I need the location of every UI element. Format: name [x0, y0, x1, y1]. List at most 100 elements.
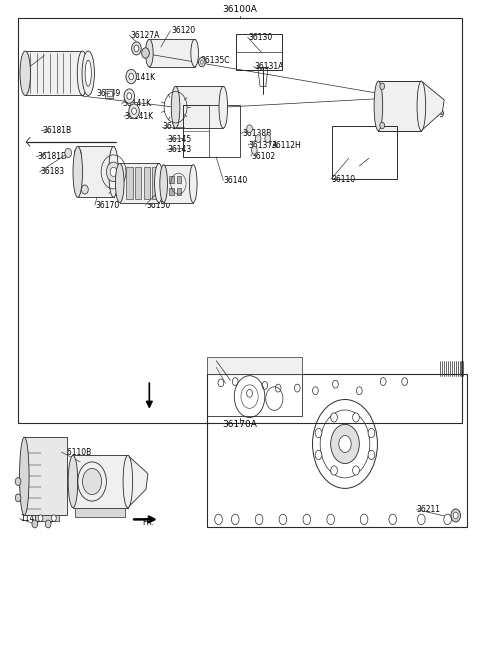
- Text: 36131A: 36131A: [254, 62, 284, 72]
- Text: 36137A: 36137A: [249, 140, 278, 150]
- Ellipse shape: [279, 514, 287, 525]
- Ellipse shape: [123, 455, 132, 508]
- Ellipse shape: [357, 387, 362, 395]
- Bar: [206, 374, 302, 416]
- Bar: [183, 104, 240, 157]
- Ellipse shape: [418, 514, 425, 525]
- Ellipse shape: [82, 185, 88, 194]
- Ellipse shape: [215, 514, 222, 525]
- Ellipse shape: [255, 134, 261, 142]
- Ellipse shape: [327, 514, 335, 525]
- Ellipse shape: [145, 39, 153, 67]
- Ellipse shape: [312, 387, 318, 395]
- Ellipse shape: [331, 413, 337, 422]
- Text: 36170: 36170: [96, 201, 120, 210]
- Ellipse shape: [15, 494, 21, 502]
- Text: 36138B: 36138B: [242, 129, 272, 138]
- Ellipse shape: [65, 148, 72, 157]
- Ellipse shape: [129, 104, 139, 118]
- Ellipse shape: [368, 428, 375, 438]
- Ellipse shape: [294, 384, 300, 392]
- Ellipse shape: [73, 146, 83, 197]
- Bar: [107, 91, 112, 96]
- Ellipse shape: [353, 413, 360, 422]
- Text: 36137B: 36137B: [163, 122, 192, 131]
- Ellipse shape: [339, 436, 351, 453]
- Ellipse shape: [380, 378, 386, 386]
- Ellipse shape: [262, 382, 268, 390]
- Polygon shape: [128, 455, 148, 508]
- Ellipse shape: [132, 108, 136, 114]
- Ellipse shape: [134, 45, 139, 52]
- Ellipse shape: [218, 379, 224, 387]
- Text: 36110: 36110: [332, 174, 356, 184]
- Text: 36146A: 36146A: [46, 51, 75, 60]
- Text: 36130: 36130: [249, 33, 273, 42]
- Ellipse shape: [77, 51, 88, 96]
- Text: 36143: 36143: [168, 145, 192, 154]
- Ellipse shape: [247, 125, 252, 133]
- Text: 36127A: 36127A: [130, 31, 160, 40]
- Bar: [144, 167, 150, 199]
- Text: 36170A: 36170A: [223, 420, 257, 429]
- Ellipse shape: [171, 87, 180, 128]
- Text: 36140: 36140: [224, 176, 248, 185]
- Ellipse shape: [333, 380, 338, 388]
- Ellipse shape: [38, 515, 43, 522]
- Bar: [149, 39, 195, 67]
- Ellipse shape: [453, 512, 458, 519]
- Text: 36141K: 36141K: [126, 73, 156, 82]
- Bar: [378, 81, 421, 131]
- Bar: [169, 188, 174, 195]
- Bar: [25, 51, 83, 96]
- Ellipse shape: [127, 93, 132, 99]
- Ellipse shape: [315, 451, 322, 459]
- Text: 36211: 36211: [417, 505, 441, 514]
- Ellipse shape: [315, 428, 322, 438]
- Ellipse shape: [32, 520, 37, 528]
- Ellipse shape: [190, 165, 197, 203]
- Bar: [169, 176, 174, 183]
- Text: 36120: 36120: [171, 26, 195, 35]
- Ellipse shape: [116, 163, 124, 203]
- Ellipse shape: [231, 514, 239, 525]
- Bar: [206, 358, 302, 374]
- Bar: [75, 508, 125, 518]
- Polygon shape: [421, 81, 444, 131]
- Ellipse shape: [331, 466, 337, 475]
- Text: 1140FZ: 1140FZ: [21, 514, 49, 523]
- Bar: [73, 455, 128, 508]
- Bar: [177, 176, 181, 183]
- Ellipse shape: [110, 167, 117, 176]
- Text: 36199: 36199: [420, 110, 444, 119]
- Ellipse shape: [303, 514, 311, 525]
- Ellipse shape: [126, 70, 136, 84]
- Ellipse shape: [124, 89, 134, 103]
- Ellipse shape: [82, 51, 95, 96]
- Ellipse shape: [331, 424, 360, 464]
- Ellipse shape: [142, 48, 149, 58]
- Bar: [18, 18, 462, 422]
- Ellipse shape: [191, 39, 199, 67]
- Ellipse shape: [451, 509, 460, 522]
- Ellipse shape: [417, 81, 426, 131]
- Text: 36100A: 36100A: [223, 5, 257, 14]
- Text: 36150: 36150: [146, 201, 171, 210]
- Text: 36183: 36183: [40, 167, 65, 176]
- Ellipse shape: [265, 134, 271, 142]
- Ellipse shape: [444, 514, 451, 525]
- Text: 36112H: 36112H: [272, 140, 301, 150]
- Bar: [206, 374, 467, 527]
- Ellipse shape: [380, 83, 384, 90]
- Ellipse shape: [107, 162, 120, 182]
- Text: 1339CC: 1339CC: [21, 483, 50, 493]
- Bar: [78, 146, 114, 197]
- Ellipse shape: [368, 451, 375, 459]
- Ellipse shape: [15, 478, 21, 485]
- Ellipse shape: [360, 514, 368, 525]
- Text: 36141K: 36141K: [124, 112, 154, 121]
- Ellipse shape: [51, 515, 56, 522]
- Ellipse shape: [199, 58, 205, 67]
- Text: 36145: 36145: [168, 134, 192, 144]
- Ellipse shape: [85, 60, 91, 87]
